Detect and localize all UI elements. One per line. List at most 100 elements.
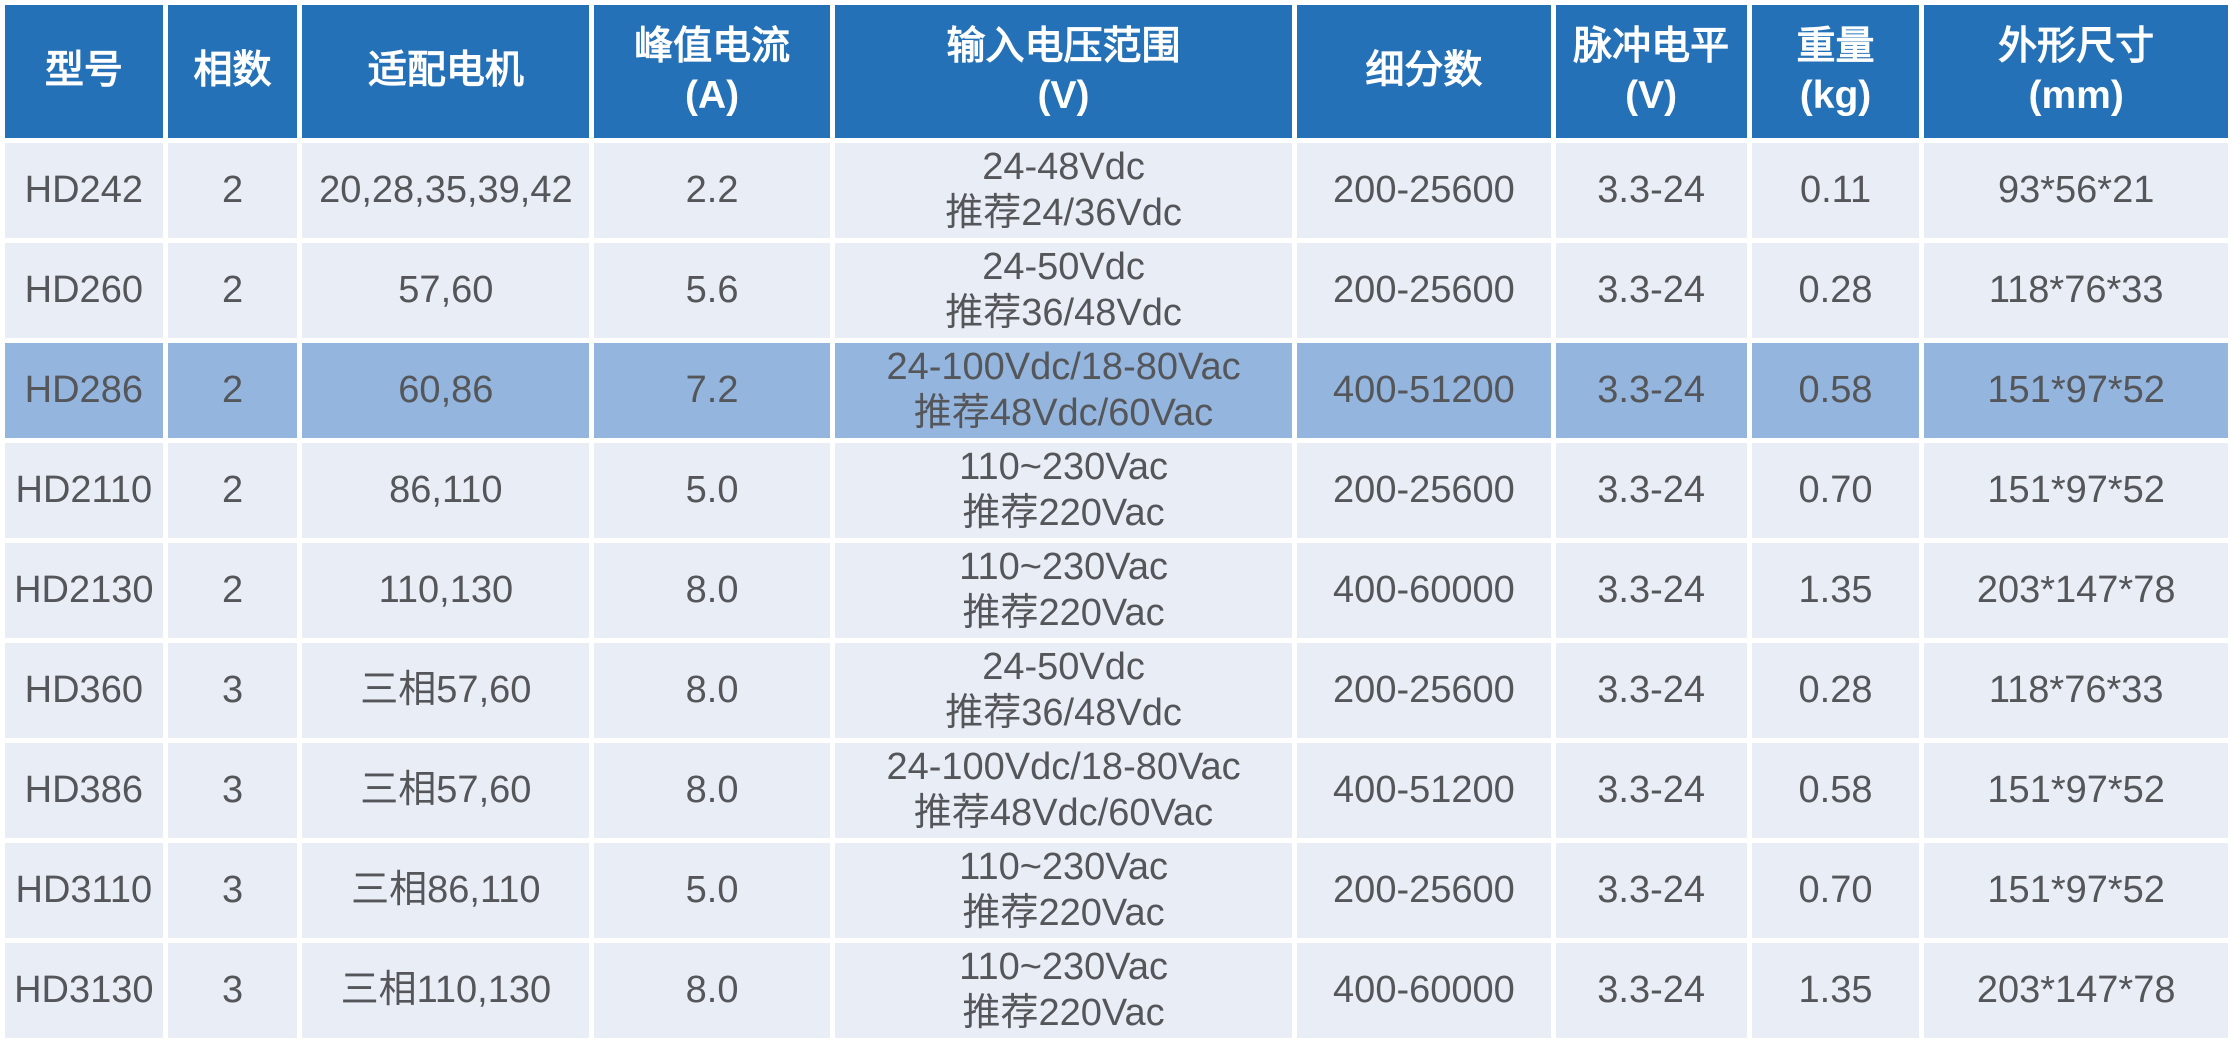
dimensions-cell: 93*56*21 [1919, 138, 2233, 243]
peak-current-cell: 5.0 [589, 838, 835, 943]
microstep-cell: 200-25600 [1292, 838, 1556, 943]
pulse-level-cell: 3.3-24 [1550, 138, 1752, 243]
microstep-cell: 400-51200 [1292, 738, 1556, 843]
model-cell: HD3110 [0, 838, 168, 943]
phases-cell: 2 [162, 538, 303, 643]
weight-cell: 0.70 [1746, 838, 1925, 943]
dimensions-cell: 151*97*52 [1919, 338, 2233, 443]
voltage-range-cell: 110~230Vac 推荐220Vac [829, 938, 1298, 1043]
peak-current-cell: 8.0 [589, 538, 835, 643]
peak-current-cell: 8.0 [589, 938, 835, 1043]
table-row-HD2130: HD2130 2 110,130 8.0 110~230Vac 推荐220Vac 400-… [0, 538, 2233, 643]
column-header-weight: 重量 (kg) [1746, 0, 1925, 143]
voltage-range-cell: 24-100Vdc/18-80Vac 推荐48Vdc/60Vac [829, 738, 1298, 843]
table-row-HD286: HD286 2 60,86 7.2 24-100Vdc/18-80Vac 推荐48Vdc… [0, 338, 2233, 443]
peak-current-cell: 5.0 [589, 438, 835, 543]
model-cell: HD2110 [0, 438, 168, 543]
pulse-level-cell: 3.3-24 [1550, 438, 1752, 543]
table-row-HD360: HD360 3 三相57,60 8.0 24-50Vdc 推荐36/48Vdc 200-2… [0, 638, 2233, 743]
peak-current-cell: 8.0 [589, 738, 835, 843]
microstep-cell: 200-25600 [1292, 238, 1556, 343]
weight-cell: 0.28 [1746, 638, 1925, 743]
microstep-cell: 200-25600 [1292, 438, 1556, 543]
model-cell: HD386 [0, 738, 168, 843]
weight-cell: 0.58 [1746, 738, 1925, 843]
phases-cell: 2 [162, 338, 303, 443]
weight-cell: 0.58 [1746, 338, 1925, 443]
model-cell: HD2130 [0, 538, 168, 643]
model-cell: HD242 [0, 138, 168, 243]
microstep-cell: 400-60000 [1292, 538, 1556, 643]
pulse-level-cell: 3.3-24 [1550, 238, 1752, 343]
phases-cell: 3 [162, 738, 303, 843]
table-body: HD242 2 20,28,35,39,42 2.2 24-48Vdc 推荐24/36V… [0, 138, 2233, 1043]
dimensions-cell: 151*97*52 [1919, 738, 2233, 843]
pulse-level-cell: 3.3-24 [1550, 338, 1752, 443]
dimensions-cell: 203*147*78 [1919, 538, 2233, 643]
dimensions-cell: 151*97*52 [1919, 438, 2233, 543]
pulse-level-cell: 3.3-24 [1550, 738, 1752, 843]
phases-cell: 3 [162, 938, 303, 1043]
weight-cell: 0.28 [1746, 238, 1925, 343]
voltage-range-cell: 110~230Vac 推荐220Vac [829, 838, 1298, 943]
column-header-dimensions: 外形尺寸 (mm) [1919, 0, 2233, 143]
dimensions-cell: 118*76*33 [1919, 238, 2233, 343]
phases-cell: 2 [162, 138, 303, 243]
phases-cell: 3 [162, 838, 303, 943]
voltage-range-cell: 110~230Vac 推荐220Vac [829, 538, 1298, 643]
table-header: 型号 相数 适配电机 峰值电流 (A) 输入电压范围 (V) 细分数 脉冲电平 (V) 重量 … [0, 0, 2233, 143]
voltage-range-cell: 24-100Vdc/18-80Vac 推荐48Vdc/60Vac [829, 338, 1298, 443]
dimensions-cell: 118*76*33 [1919, 638, 2233, 743]
motor-cell: 三相57,60 [297, 738, 595, 843]
dimensions-cell: 203*147*78 [1919, 938, 2233, 1043]
voltage-range-cell: 24-50Vdc 推荐36/48Vdc [829, 238, 1298, 343]
model-cell: HD286 [0, 338, 168, 443]
pulse-level-cell: 3.3-24 [1550, 538, 1752, 643]
peak-current-cell: 7.2 [589, 338, 835, 443]
column-header-microstep: 细分数 [1292, 0, 1556, 143]
table-row-HD386: HD386 3 三相57,60 8.0 24-100Vdc/18-80Vac 推荐48V… [0, 738, 2233, 843]
microstep-cell: 400-51200 [1292, 338, 1556, 443]
weight-cell: 0.70 [1746, 438, 1925, 543]
weight-cell: 1.35 [1746, 938, 1925, 1043]
weight-cell: 1.35 [1746, 538, 1925, 643]
pulse-level-cell: 3.3-24 [1550, 638, 1752, 743]
weight-cell: 0.11 [1746, 138, 1925, 243]
table-row-HD2110: HD2110 2 86,110 5.0 110~230Vac 推荐220Vac 200-2… [0, 438, 2233, 543]
column-header-pulse-level: 脉冲电平 (V) [1550, 0, 1752, 143]
column-header-model: 型号 [0, 0, 168, 143]
header-row: 型号 相数 适配电机 峰值电流 (A) 输入电压范围 (V) 细分数 脉冲电平 (V) 重量 … [0, 0, 2233, 143]
motor-cell: 110,130 [297, 538, 595, 643]
column-header-voltage-range: 输入电压范围 (V) [829, 0, 1298, 143]
motor-cell: 60,86 [297, 338, 595, 443]
table-row-HD242: HD242 2 20,28,35,39,42 2.2 24-48Vdc 推荐24/36V… [0, 138, 2233, 243]
microstep-cell: 200-25600 [1292, 138, 1556, 243]
motor-cell: 20,28,35,39,42 [297, 138, 595, 243]
dimensions-cell: 151*97*52 [1919, 838, 2233, 943]
motor-cell: 57,60 [297, 238, 595, 343]
column-header-motor: 适配电机 [297, 0, 595, 143]
motor-cell: 86,110 [297, 438, 595, 543]
voltage-range-cell: 24-50Vdc 推荐36/48Vdc [829, 638, 1298, 743]
column-header-peak-current: 峰值电流 (A) [589, 0, 835, 143]
microstep-cell: 200-25600 [1292, 638, 1556, 743]
motor-cell: 三相57,60 [297, 638, 595, 743]
pulse-level-cell: 3.3-24 [1550, 938, 1752, 1043]
motor-cell: 三相110,130 [297, 938, 595, 1043]
table-row-HD3130: HD3130 3 三相110,130 8.0 110~230Vac 推荐220Vac 40… [0, 938, 2233, 1043]
microstep-cell: 400-60000 [1292, 938, 1556, 1043]
model-cell: HD260 [0, 238, 168, 343]
pulse-level-cell: 3.3-24 [1550, 838, 1752, 943]
voltage-range-cell: 110~230Vac 推荐220Vac [829, 438, 1298, 543]
motor-cell: 三相86,110 [297, 838, 595, 943]
column-header-phases: 相数 [162, 0, 303, 143]
model-cell: HD3130 [0, 938, 168, 1043]
voltage-range-cell: 24-48Vdc 推荐24/36Vdc [829, 138, 1298, 243]
peak-current-cell: 2.2 [589, 138, 835, 243]
phases-cell: 2 [162, 238, 303, 343]
table-row-HD3110: HD3110 3 三相86,110 5.0 110~230Vac 推荐220Vac 200… [0, 838, 2233, 943]
table-row-HD260: HD260 2 57,60 5.6 24-50Vdc 推荐36/48Vdc 200-256… [0, 238, 2233, 343]
model-cell: HD360 [0, 638, 168, 743]
peak-current-cell: 5.6 [589, 238, 835, 343]
